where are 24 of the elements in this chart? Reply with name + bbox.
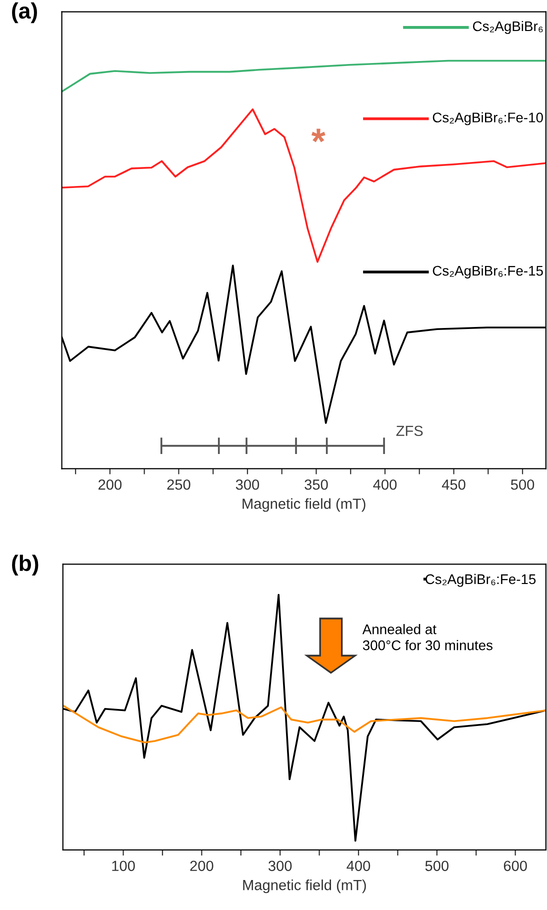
legend-label: Cs₂AgBiBr₆: [472, 20, 543, 34]
x-tick-label: 200: [98, 479, 122, 490]
legend-label: Cs₂AgBiBr₆:Fe-15: [432, 265, 543, 278]
legend-label: Cs₂AgBiBr₆:Fe-15: [426, 574, 536, 587]
x-tick-label: 400: [346, 860, 370, 872]
x-tick-label: 600: [504, 860, 527, 872]
chart-title: (b): [12, 554, 38, 576]
annotation: Annealed at 300°C for 30 minutes: [362, 624, 492, 650]
x-tick-label: 250: [167, 479, 190, 490]
x-tick-label: 200: [190, 860, 214, 872]
x-tick-label: 450: [442, 479, 466, 490]
x-tick-label: 400: [373, 479, 397, 490]
x-tick-label: 500: [510, 479, 534, 490]
x-axis-title: Magnetic field (mT): [243, 880, 366, 894]
legend-label: Cs₂AgBiBr₆:Fe-10: [432, 112, 543, 126]
x-tick-label: 350: [304, 479, 328, 490]
chart-title: (a): [12, 2, 37, 24]
x-tick-label: 100: [112, 860, 135, 872]
annotation: ZFS: [396, 426, 423, 436]
x-axis-title: Magnetic field (mT): [242, 498, 366, 512]
x-tick-label: 300: [268, 860, 292, 872]
x-tick-label: 500: [425, 860, 449, 872]
annotation: *: [311, 128, 326, 142]
x-tick-label: 300: [236, 479, 260, 490]
